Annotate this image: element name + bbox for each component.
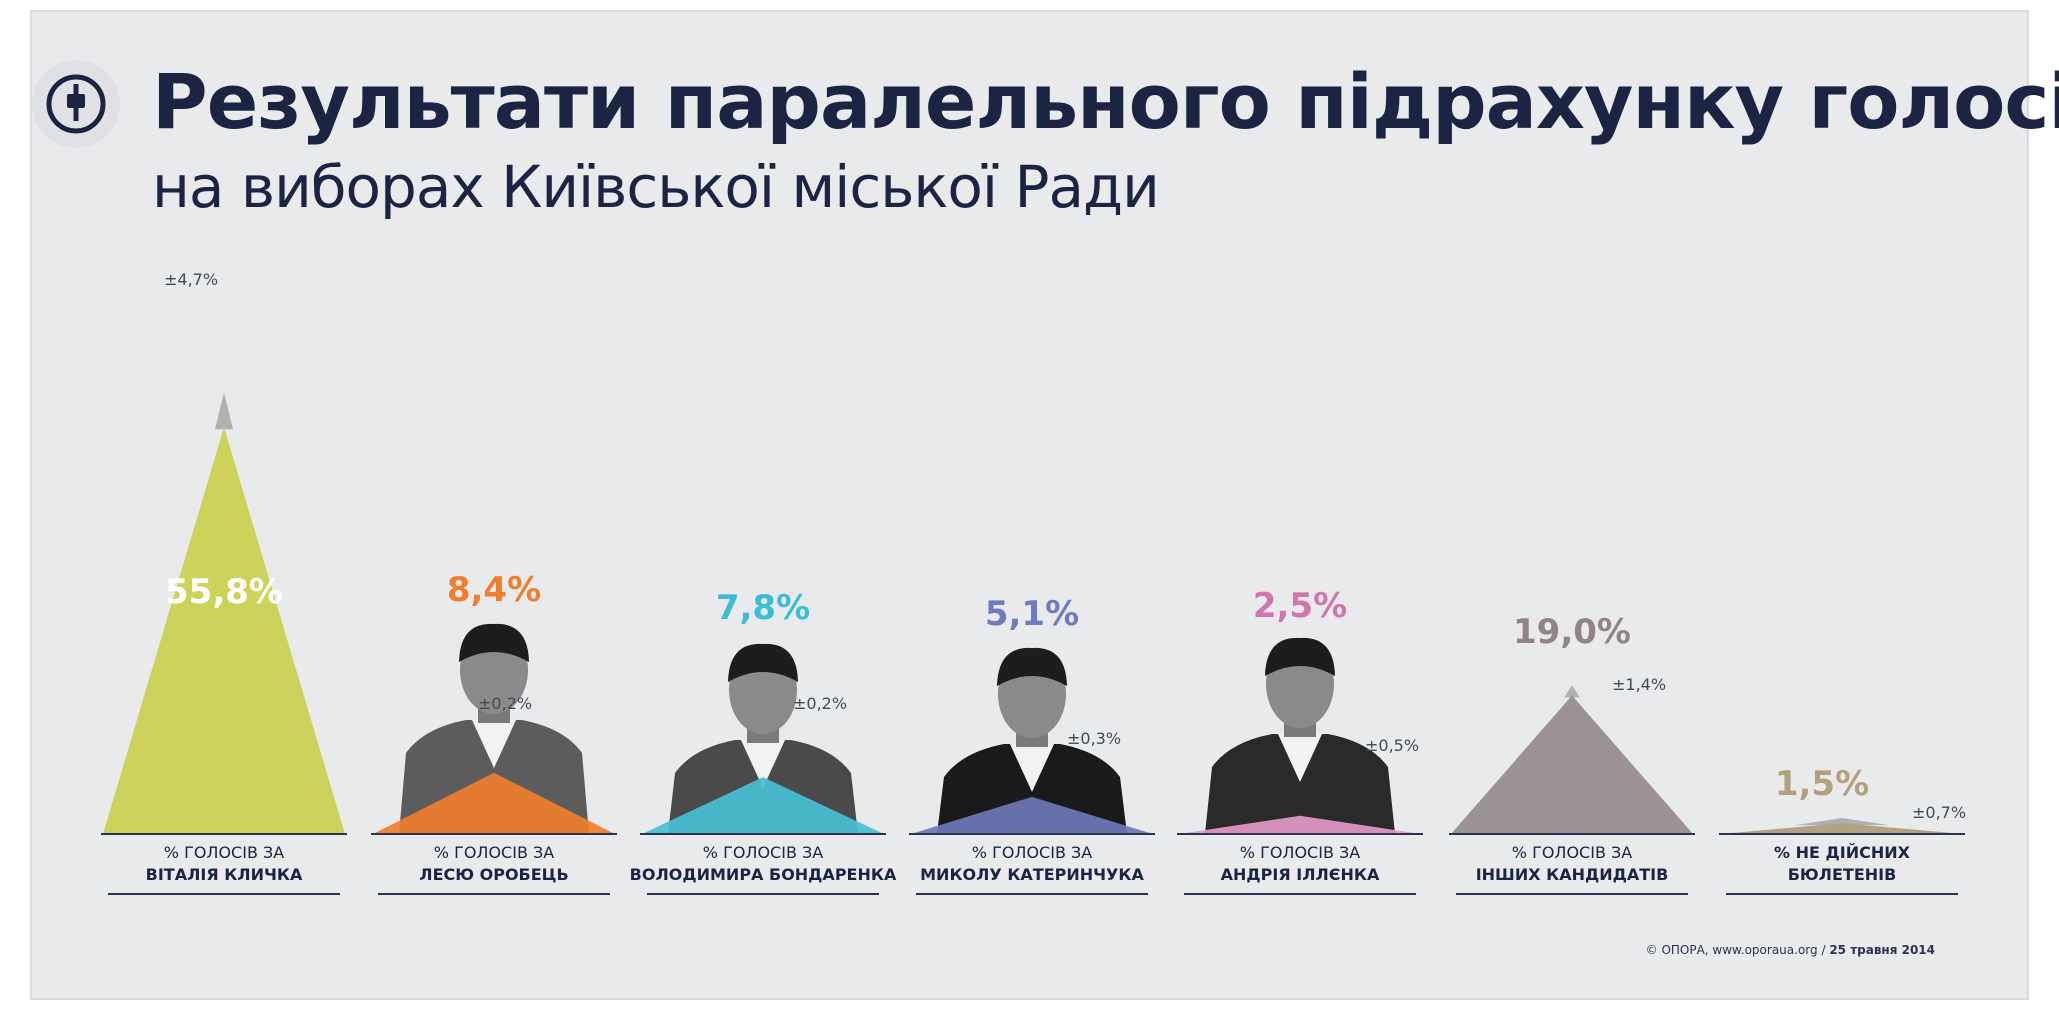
footer-credit: © ОПОРА, www.oporaua.org / 25 травня 201… (1646, 943, 1935, 957)
category-label-line2: ІНШИХ КАНДИДАТІВ (1476, 865, 1669, 884)
category-label-line1: % ГОЛОСІВ ЗА (972, 843, 1092, 862)
category-label-line2: ВІТАЛІЯ КЛИЧКА (146, 865, 303, 884)
credit-date: 25 травня 2014 (1829, 943, 1935, 957)
error-label: ±0,5% (1365, 736, 1419, 755)
bar-triangle (911, 796, 1153, 834)
error-label: ±0,2% (478, 694, 532, 713)
bar-triangle (1179, 815, 1421, 834)
category-label-line1: % НЕ ДІЙСНИХ (1774, 843, 1911, 862)
category-label-line1: % ГОЛОСІВ ЗА (1240, 843, 1360, 862)
page-title: Результати паралельного підрахунку голос… (152, 57, 2059, 146)
photo-collar-shape (1278, 734, 1322, 782)
bar-group: 55,8% ±4,7% % ГОЛОСІВ ЗА ВІТАЛІЯ КЛИЧКА (101, 270, 347, 895)
value-label: 2,5% (1253, 586, 1347, 626)
bar-triangle (103, 427, 345, 834)
error-spike (1795, 817, 1889, 826)
opora-logo (32, 60, 120, 148)
error-label: ±0,3% (1067, 729, 1121, 748)
photo-andriy-illenko (1205, 637, 1395, 834)
photo-hair-shape (997, 647, 1067, 686)
category-label-line1: % ГОЛОСІВ ЗА (1512, 843, 1632, 862)
bar-triangle (373, 772, 615, 834)
category-label-line2: БЮЛЕТЕНІВ (1788, 865, 1897, 884)
error-spike (214, 392, 234, 430)
photo-hair-shape (1265, 637, 1335, 676)
photo-hair-shape (728, 643, 798, 682)
photo-collar-shape (1010, 744, 1054, 792)
error-label: ±4,7% (164, 270, 218, 289)
bar-triangle (1721, 823, 1963, 834)
category-label-line2: ЛЕСЮ ОРОБЕЦЬ (419, 865, 568, 884)
error-label: ±1,4% (1612, 675, 1666, 694)
bar-triangle (642, 777, 884, 834)
bar-triangle (1451, 695, 1693, 834)
value-label: 1,5% (1775, 764, 1869, 804)
bar-group: 2,5% ±0,5% % ГОЛОСІВ ЗА АНДРІЯ ІЛЛЄНКА (1177, 586, 1423, 895)
photo-collar-shape (472, 720, 516, 768)
page-subtitle: на виборах Київської міської Ради (152, 153, 1160, 221)
bar-group: 5,1% ±0,3% % ГОЛОСІВ ЗА МИКОЛУ КАТЕРИНЧУКА (909, 594, 1155, 895)
photo-collar-shape (741, 740, 785, 788)
value-label: 7,8% (716, 588, 810, 628)
bar-group: 19,0% ±1,4% % ГОЛОСІВ ЗА ІНШИХ КАНДИДАТІВ (1449, 612, 1695, 895)
bar-group: 7,8% ±0,2% % ГОЛОСІВ ЗА ВОЛОДИМИРА БОНДАРЕН… (630, 588, 897, 895)
category-label-line2: МИКОЛУ КАТЕРИНЧУКА (920, 865, 1144, 884)
category-label-line2: ВОЛОДИМИРА БОНДАРЕНКА (630, 865, 897, 884)
error-spike (1564, 685, 1580, 698)
value-label: 8,4% (447, 570, 541, 610)
category-label-line1: % ГОЛОСІВ ЗА (164, 843, 284, 862)
bar-group: 1,5% ±0,7% % НЕ ДІЙСНИХ БЮЛЕТЕНІВ (1719, 764, 1966, 895)
error-label: ±0,2% (793, 694, 847, 713)
value-label: 19,0% (1513, 612, 1631, 652)
credit-text: © ОПОРА, www.oporaua.org / (1645, 943, 1830, 957)
value-label: 55,8% (165, 572, 283, 612)
photo-body-shape (1205, 734, 1395, 834)
photo-hair-shape (459, 623, 529, 662)
value-label: 5,1% (985, 594, 1079, 634)
error-label: ±0,7% (1912, 803, 1966, 822)
category-label-line2: АНДРІЯ ІЛЛЄНКА (1221, 865, 1380, 884)
bar-group: 8,4% ±0,2% % ГОЛОСІВ ЗА ЛЕСЮ ОРОБЕЦЬ (371, 570, 617, 895)
category-label-line1: % ГОЛОСІВ ЗА (703, 843, 823, 862)
category-label-line1: % ГОЛОСІВ ЗА (434, 843, 554, 862)
